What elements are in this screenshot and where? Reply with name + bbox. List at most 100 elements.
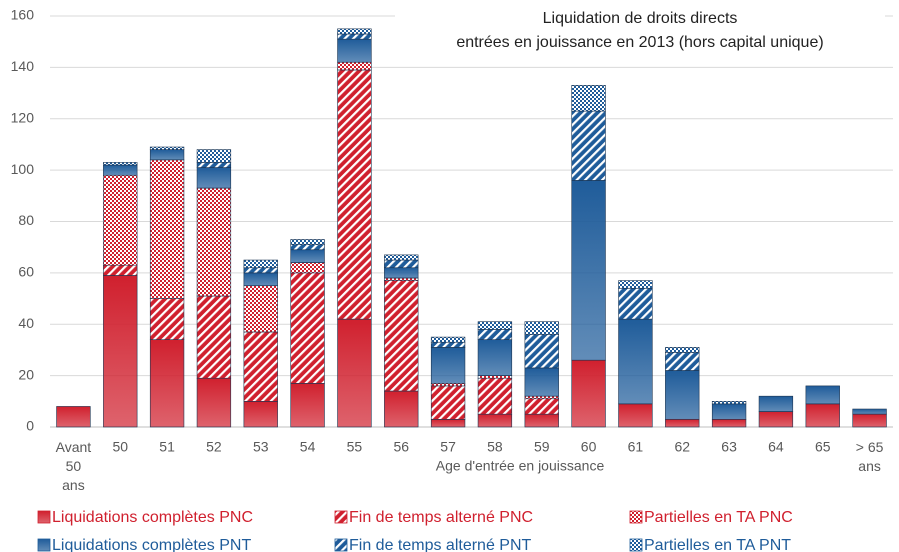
legend-swatch — [629, 538, 643, 552]
bar-segment — [571, 110, 606, 181]
x-tick-label: 55 — [347, 439, 363, 455]
x-tick-label: > 65 ans — [856, 439, 884, 474]
x-tick-label: 52 — [206, 439, 222, 455]
x-tick-label: 50 — [112, 439, 128, 455]
legend-label: Partielles en TA PNC — [644, 509, 793, 526]
bar-segment — [430, 341, 466, 348]
legend-label: Partielles en TA PNT — [644, 537, 791, 552]
bar-segment — [430, 385, 466, 420]
bar-segment — [711, 418, 747, 428]
bar-segment — [524, 334, 559, 369]
bar-segment — [243, 285, 278, 333]
legend-label: Fin de temps alterné PNT — [349, 537, 532, 552]
x-tick-label: 58 — [487, 439, 503, 455]
bar-segment — [337, 28, 372, 35]
bar-segment — [149, 146, 185, 150]
bar-segment — [477, 329, 513, 340]
bar-segment — [103, 162, 138, 166]
x-tick-label: 61 — [628, 439, 644, 455]
bar-segment — [618, 318, 653, 405]
bar-segment — [524, 321, 559, 335]
bar-segment — [196, 187, 232, 297]
bar-segment — [618, 280, 653, 289]
x-tick-label: 53 — [253, 439, 269, 455]
x-tick-label: Avant 50 ans — [56, 439, 92, 493]
bar-segment — [430, 347, 466, 384]
bar-segment — [149, 159, 185, 299]
bar-segment — [384, 254, 419, 261]
y-tick-label: 60 — [18, 264, 34, 280]
legend-swatch — [334, 538, 348, 552]
bar-segment — [571, 85, 606, 112]
bar-segment — [337, 61, 372, 71]
chart-subtitle: entrées en jouissance en 2013 (hors capi… — [456, 34, 823, 51]
y-tick-label: 160 — [11, 7, 35, 23]
bar-segment — [290, 239, 325, 245]
legend-swatch — [37, 510, 51, 524]
x-tick-label: 56 — [393, 439, 409, 455]
y-tick-label: 20 — [18, 366, 34, 382]
bar-segment — [711, 401, 747, 405]
x-tick-label: 59 — [534, 439, 550, 455]
bar-segment — [618, 403, 653, 428]
bar-segment — [524, 413, 559, 428]
bar-segment — [430, 418, 466, 428]
bar-segment — [477, 321, 513, 330]
x-tick-label: 51 — [159, 439, 175, 455]
bar-segment — [571, 180, 606, 361]
bar-segment — [337, 69, 372, 320]
x-tick-label: 62 — [674, 439, 690, 455]
legend-label: Liquidations complètes PNT — [52, 537, 251, 552]
bar-segment — [243, 267, 278, 274]
bar-segment — [243, 272, 278, 287]
y-tick-label: 0 — [26, 418, 34, 434]
bar-segment — [384, 259, 419, 269]
bar-segment — [665, 347, 700, 353]
bar-segment — [477, 375, 513, 379]
bar-segment — [243, 331, 278, 402]
bar-segment — [665, 352, 700, 371]
bar-segment — [430, 383, 466, 387]
bar-segment — [103, 275, 138, 428]
y-tick-label: 120 — [11, 109, 35, 125]
y-tick-label: 140 — [11, 58, 35, 74]
bar-segment — [149, 298, 185, 340]
chart-title: Liquidation de droits directs — [543, 10, 738, 27]
bar-segment — [196, 295, 232, 379]
bar-segment — [149, 149, 185, 161]
x-tick-label: 57 — [440, 439, 456, 455]
bar-segment — [103, 174, 138, 266]
bar-segment — [196, 167, 232, 189]
legend-swatch — [37, 538, 51, 552]
bar-segment — [337, 38, 372, 63]
bar-segment — [196, 149, 232, 163]
bar-segment — [337, 318, 372, 428]
bar-segment — [711, 403, 747, 420]
bar-segment — [384, 277, 419, 281]
bar-segment — [384, 280, 419, 392]
bar-segment — [805, 403, 840, 428]
x-tick-label: 60 — [581, 439, 597, 455]
bar-segment — [290, 262, 325, 274]
y-tick-label: 80 — [18, 212, 34, 228]
x-tick-label: 64 — [768, 439, 784, 455]
bar-segment — [56, 406, 91, 428]
title-background — [395, 4, 885, 60]
bar-segment — [477, 377, 513, 415]
legend-swatch — [334, 510, 348, 524]
bar-segment — [196, 162, 232, 168]
bar-segment — [243, 401, 278, 428]
bar-segment — [290, 244, 325, 251]
bar-segment — [477, 339, 513, 376]
bar-segment — [758, 395, 794, 412]
bar-segment — [243, 259, 278, 269]
bar-segment — [524, 398, 559, 415]
bar-segment — [852, 413, 887, 428]
x-axis-label: Age d'entrée en jouissance — [436, 458, 605, 474]
bar-segment — [477, 413, 513, 428]
bar-segment — [290, 383, 325, 428]
bar-segment — [665, 370, 700, 420]
bar-segment — [337, 33, 372, 40]
bar-segment — [618, 287, 653, 320]
